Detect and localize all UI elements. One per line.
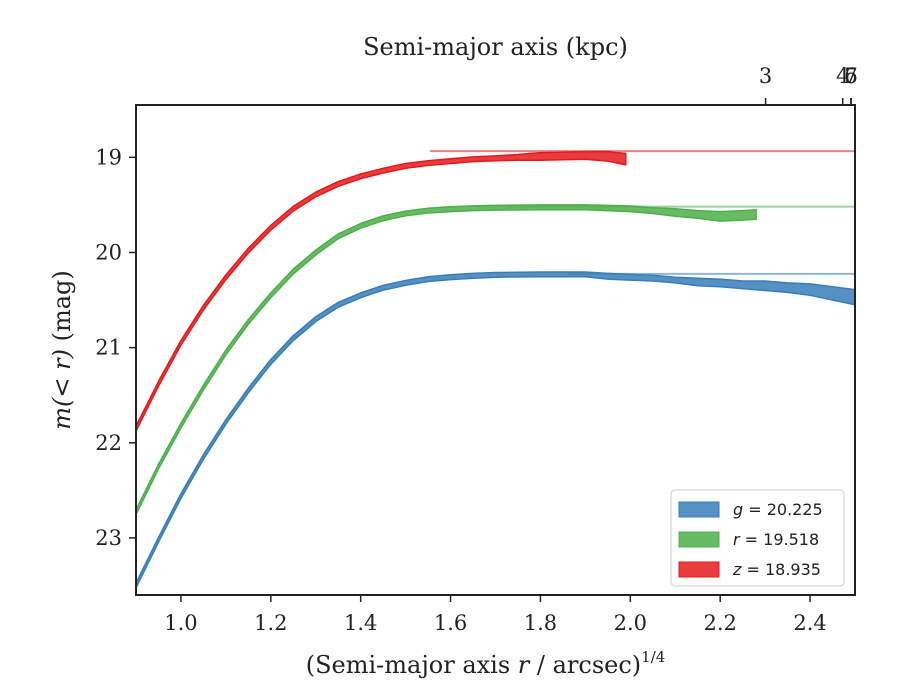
top-tick-label: 4 — [836, 64, 849, 88]
y-tick-label: 20 — [95, 240, 122, 264]
legend-label-g: g = 20.225 — [733, 500, 823, 519]
y-tick-label: 19 — [95, 145, 122, 169]
series-r-band — [136, 204, 757, 516]
y-axis-ticks: 19 20 21 22 23 — [95, 145, 136, 550]
plot-frame — [135, 104, 856, 596]
legend-band: z — [732, 560, 742, 579]
x-tick-label: 2.0 — [614, 611, 647, 635]
x-tick-label: 1.8 — [524, 611, 557, 635]
legend-swatch-z — [678, 561, 720, 578]
plot-area — [136, 150, 855, 589]
x-axis-title-var: r — [518, 651, 531, 679]
x-tick-label: 1.4 — [344, 611, 377, 635]
top-tick-label: 6 — [844, 64, 857, 88]
y-axis-title-post: (mag) — [48, 270, 76, 349]
legend-value: = 18.935 — [741, 560, 821, 579]
legend-value: = 19.518 — [740, 530, 820, 549]
legend-band: g — [733, 500, 743, 519]
top-x-axis-title: Semi-major axis (kpc) — [363, 33, 628, 61]
legend-value: = 20.225 — [743, 500, 823, 519]
top-tick-label: 7 — [844, 64, 857, 88]
x-tick-label: 2.4 — [793, 611, 826, 635]
top-tick-label: 5 — [844, 64, 857, 88]
x-tick-label: 1.0 — [164, 611, 197, 635]
y-axis-title-var: m(< r) — [48, 349, 76, 430]
y-axis-title: m(< r) (mag) — [48, 270, 76, 430]
series-g-band — [136, 271, 855, 589]
x-tick-label: 2.2 — [703, 611, 736, 635]
legend-swatch-g — [678, 501, 720, 518]
legend-swatch-r — [678, 531, 720, 548]
x-axis-ticks: 1.0 1.2 1.4 1.6 1.8 2.0 2.2 2.4 — [164, 595, 827, 635]
x-axis-title-post: / arcsec) — [529, 651, 641, 679]
legend-label-z: z = 18.935 — [732, 560, 821, 579]
legend-label-r: r = 19.518 — [733, 530, 819, 549]
y-tick-label: 23 — [95, 526, 122, 550]
series-group — [136, 150, 855, 589]
x-axis-title-pre: (Semi-major axis — [306, 651, 518, 679]
series-z-band — [136, 150, 627, 432]
x-axis-title: (Semi-major axis r / arcsec)1/4 — [306, 648, 666, 679]
x-axis-title-sup: 1/4 — [641, 648, 665, 666]
x-tick-label: 1.2 — [254, 611, 287, 635]
top-tick-label: 3 — [759, 64, 772, 88]
y-tick-label: 21 — [95, 336, 122, 360]
legend-band: r — [733, 530, 741, 549]
y-tick-label: 22 — [95, 431, 122, 455]
x-tick-label: 1.6 — [434, 611, 467, 635]
